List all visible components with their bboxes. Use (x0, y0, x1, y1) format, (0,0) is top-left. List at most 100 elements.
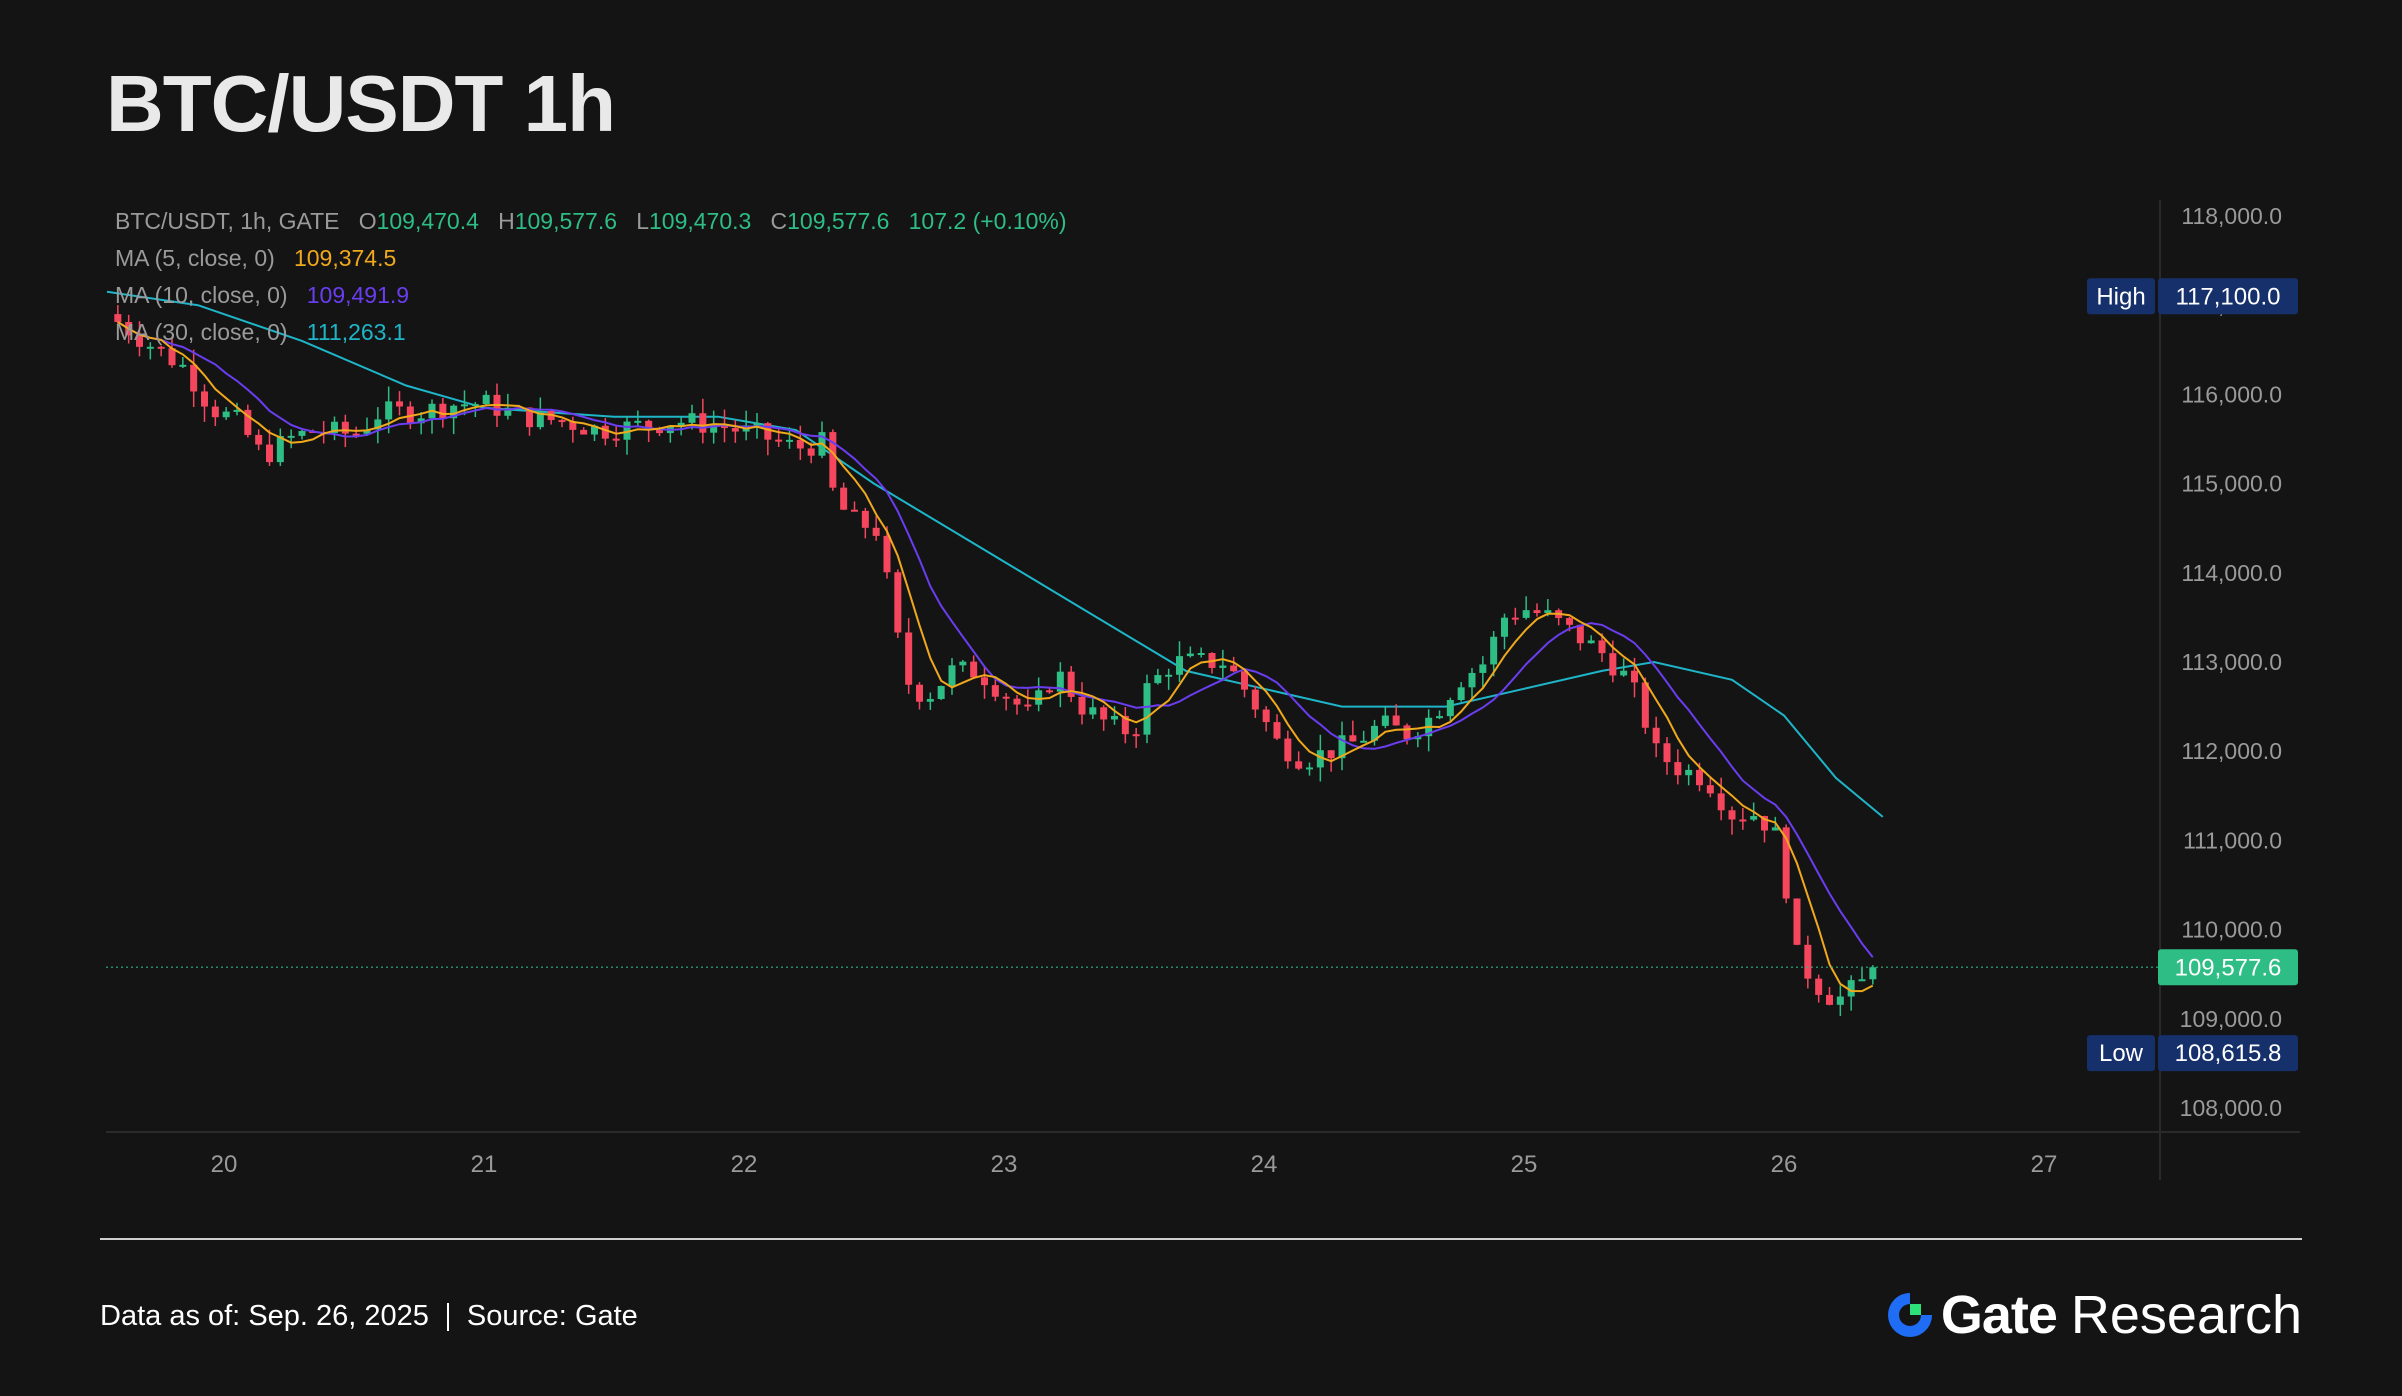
candle-body (1566, 618, 1573, 625)
candle-body (1219, 665, 1227, 668)
x-tick-label: 21 (471, 1151, 498, 1178)
candle-body (1663, 743, 1671, 763)
price-tags: High 117,100.0 Low 108,615.8 109,577.6 (106, 278, 2298, 1072)
candle-body (699, 413, 707, 433)
candle-body (244, 409, 252, 435)
candle-body (1284, 738, 1292, 762)
candle-body (179, 364, 187, 367)
candle-body (1490, 636, 1498, 665)
ma30-legend: MA (30, close, 0) 111,263.1 (115, 319, 406, 346)
candle-body (276, 436, 284, 463)
change-value: 107.2 (+0.10%) (908, 208, 1067, 234)
y-tick-label: 113,000.0 (2181, 649, 2282, 675)
candle-body (1349, 735, 1357, 742)
footer-divider (100, 1238, 2302, 1240)
footer-separator (446, 1302, 449, 1331)
candle-body (157, 346, 165, 349)
high-label-legend: H (498, 208, 515, 234)
candle-body (710, 425, 718, 433)
candle-body (1576, 624, 1584, 644)
source-label: Source: (466, 1300, 567, 1332)
candle-body (1338, 735, 1346, 759)
candle-body (1761, 816, 1768, 831)
candle-body (1143, 683, 1151, 735)
candle-body (1089, 707, 1097, 715)
candle-body (970, 661, 978, 678)
candle-body (1598, 640, 1606, 654)
candle-body (905, 632, 913, 685)
ma10-legend: MA (10, close, 0) 109,491.9 (115, 282, 409, 309)
candle-body (656, 427, 663, 434)
candle-body (1501, 617, 1508, 637)
candle-body (861, 510, 869, 528)
candle-body (580, 429, 588, 435)
gate-logo-icon (1887, 1293, 1932, 1337)
candle-body (1706, 785, 1714, 794)
candle-body (753, 423, 761, 426)
candle-body (1327, 750, 1335, 759)
candle-body (374, 419, 382, 430)
candle-body (1609, 653, 1617, 676)
candle-body (287, 435, 295, 438)
y-tick-label: 111,000.0 (2183, 827, 2282, 853)
source-value: Gate (574, 1300, 638, 1332)
candle-body (168, 348, 176, 366)
y-tick-label: 109,000.0 (2180, 1006, 2282, 1032)
x-tick-label: 25 (1511, 1151, 1538, 1178)
candle-body (222, 411, 230, 418)
candle-body (959, 661, 967, 666)
candle-body (1836, 996, 1844, 1005)
x-tick-label: 24 (1251, 1151, 1278, 1178)
y-tick-label: 108,000.0 (2180, 1095, 2282, 1121)
low-tag-value-bg (2158, 1035, 2298, 1072)
candle-body (266, 444, 273, 463)
candle-body (1750, 816, 1758, 820)
x-tick-label: 22 (731, 1151, 758, 1178)
chart-title: BTC/USDT 1h (106, 59, 616, 148)
candle-body (1436, 716, 1443, 719)
data-as-of-label: Data as of: (100, 1300, 241, 1332)
ma10-label: MA (10, close, 0) (115, 282, 288, 308)
candle-body (298, 430, 306, 436)
candle-body (201, 391, 208, 407)
candle-body (840, 487, 848, 510)
candle-body (1782, 827, 1790, 899)
candle-body (1793, 898, 1801, 945)
candle-body (1674, 762, 1682, 776)
candle-body (1100, 707, 1108, 720)
candle-body (1165, 674, 1173, 677)
candle-body (623, 421, 631, 440)
candle-body (731, 428, 739, 432)
candle-body (807, 448, 815, 456)
last-price-tag-value-bg (2158, 949, 2298, 986)
close-value: 109,577.6 (787, 208, 890, 234)
candle-body (1858, 979, 1866, 982)
candle-body (883, 535, 891, 573)
candle-body (1176, 656, 1183, 675)
candle-body (926, 699, 934, 702)
candle-body (211, 406, 219, 418)
candle-body (981, 677, 988, 686)
candle-body (352, 433, 360, 436)
y-tick-label: 115,000.0 (2181, 471, 2282, 497)
candle-body (948, 665, 956, 686)
candle-body (1847, 980, 1855, 997)
candle-body (233, 409, 241, 412)
y-tick-label: 110,000.0 (2181, 917, 2282, 943)
candle-body (916, 684, 923, 702)
candle-body (114, 314, 122, 322)
x-tick-label: 26 (1771, 1151, 1798, 1178)
ma5-legend: MA (5, close, 0) 109,374.5 (115, 245, 396, 272)
candle-body (471, 404, 479, 407)
candle-body (1306, 767, 1313, 770)
footer-meta: Data as of: Sep. 26, 2025 Source: Gate (100, 1300, 638, 1333)
candle-body (461, 404, 468, 407)
candle-body (1739, 819, 1747, 822)
candle-body (764, 423, 772, 440)
open-label: O (358, 208, 377, 234)
candle-body (1403, 725, 1411, 740)
candle-body (1468, 672, 1476, 688)
candle-body (1522, 610, 1530, 618)
candle-body (1631, 670, 1638, 683)
